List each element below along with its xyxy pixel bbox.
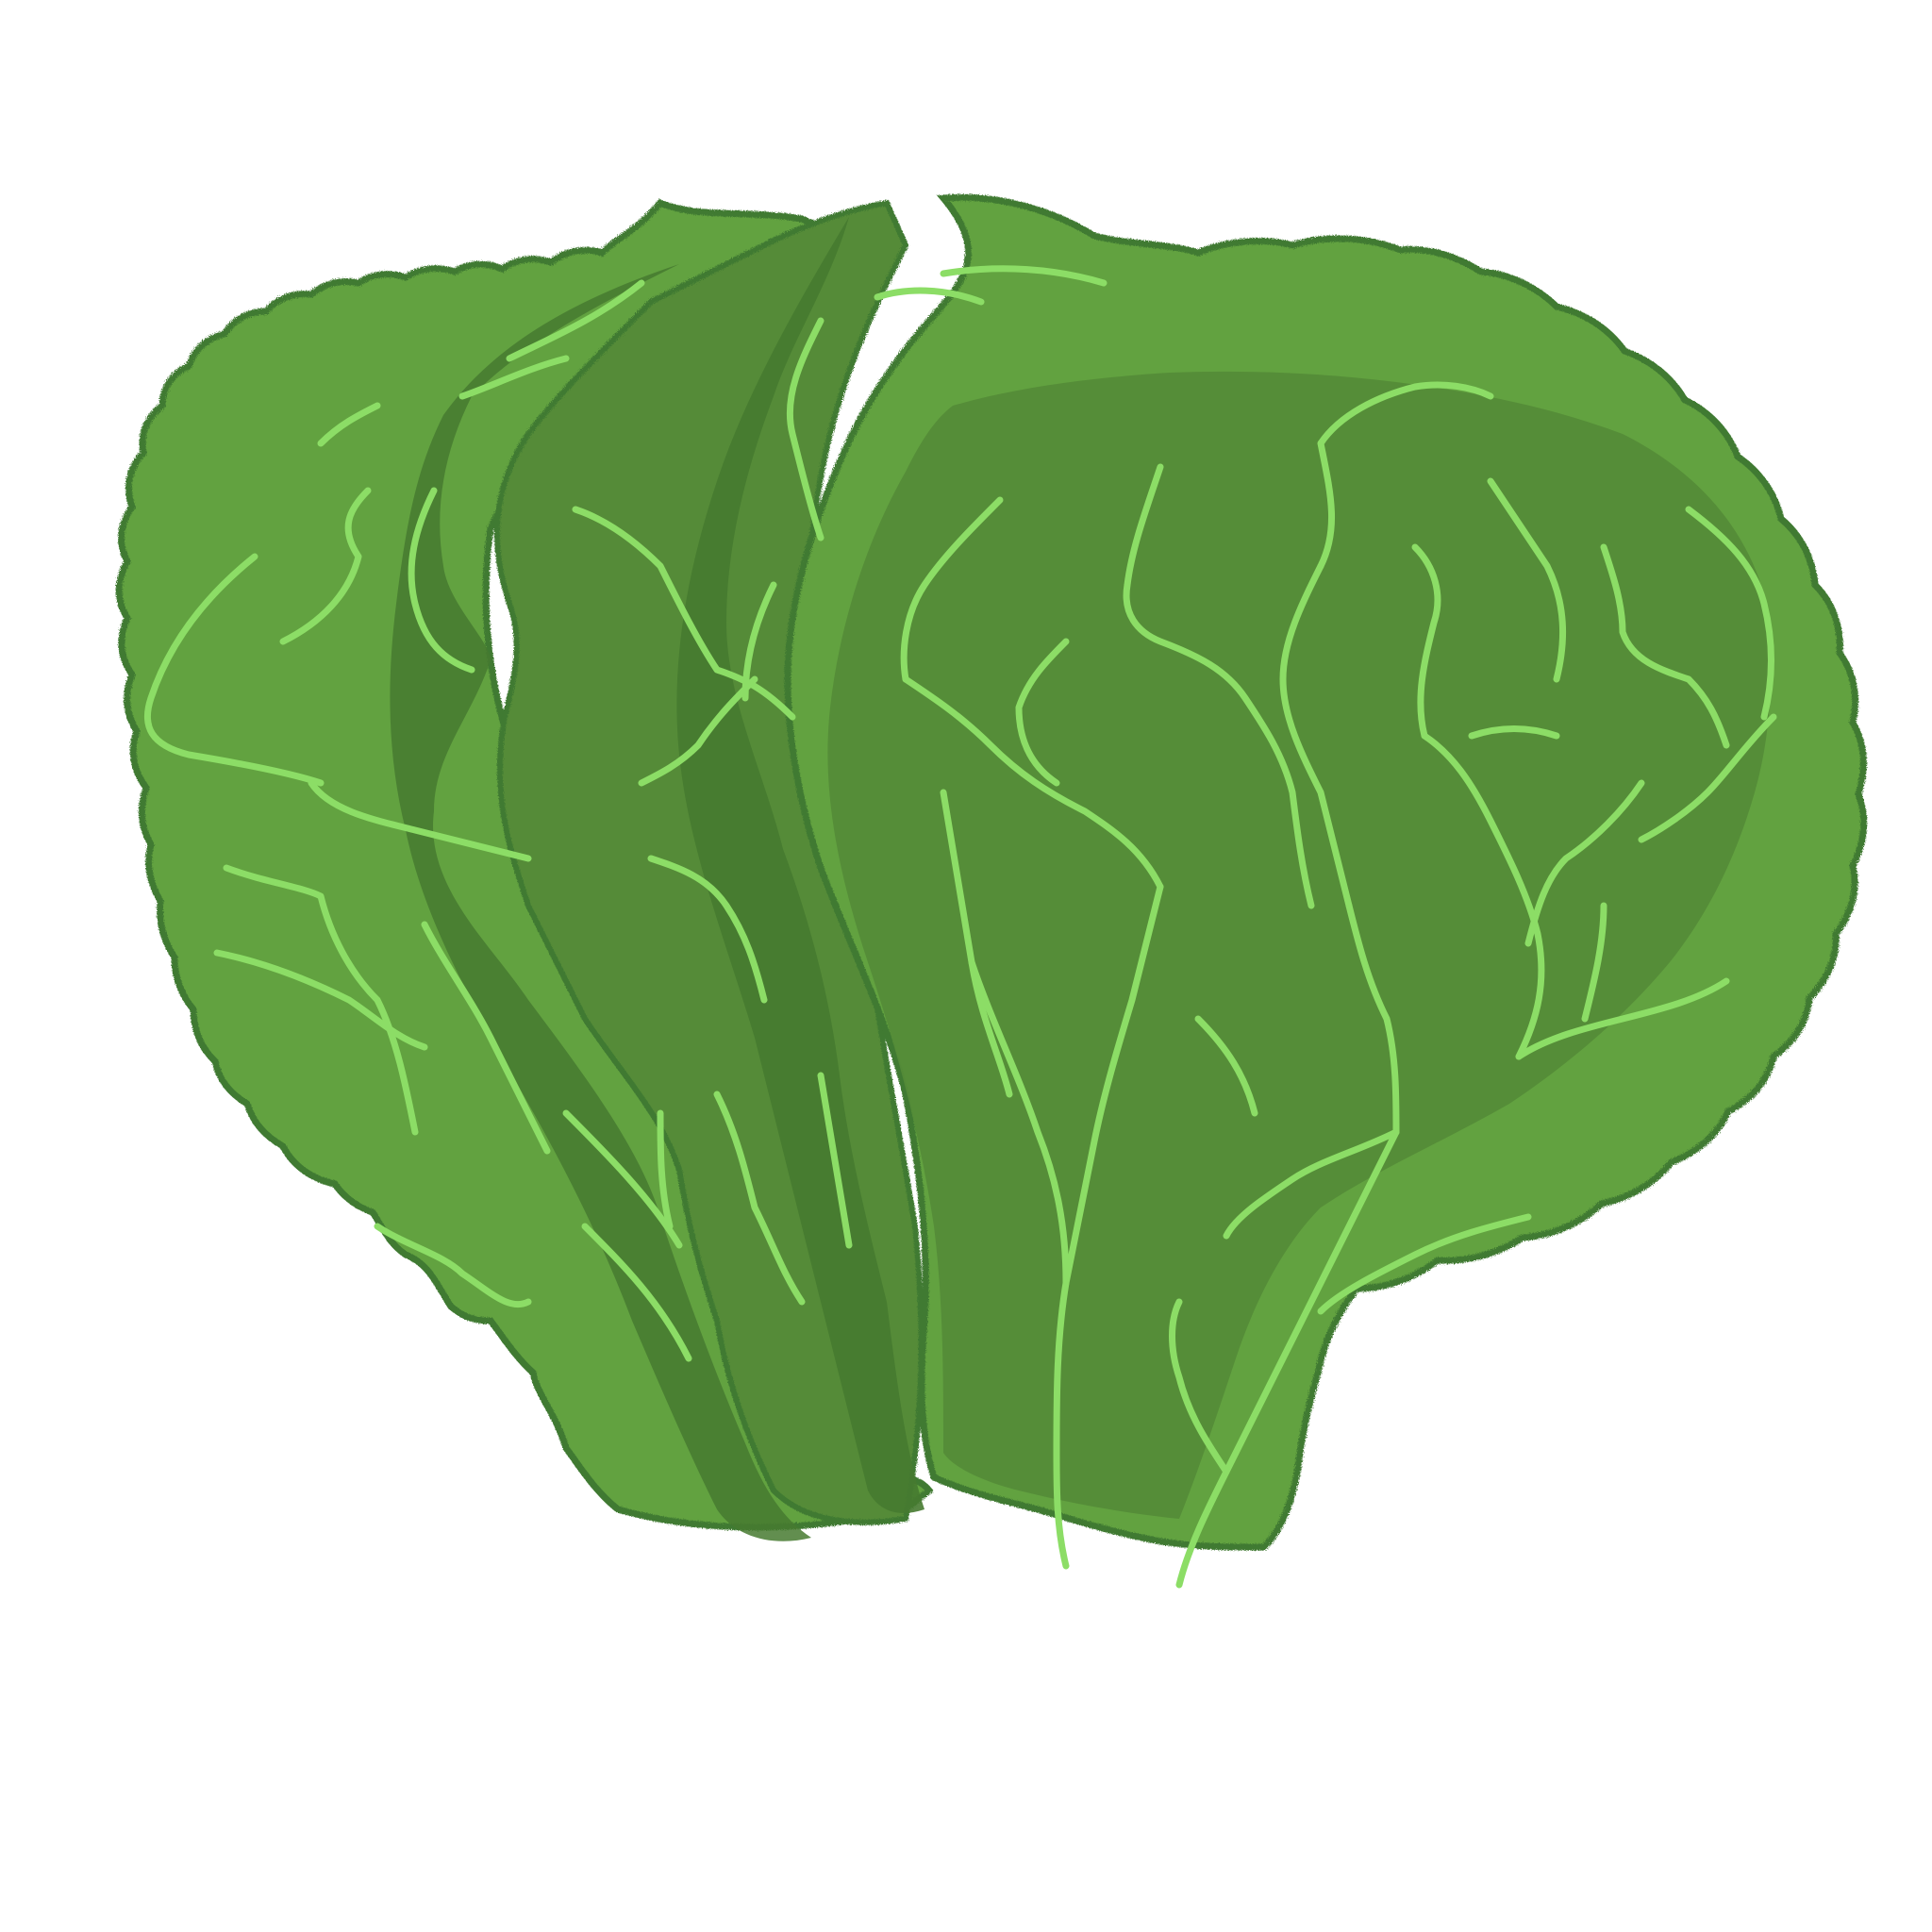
right-leaf-shadow [676,217,924,1513]
left-leaf-veins [143,279,692,1362]
middle-leaf-veins [572,265,1108,1306]
right-front-leaf [784,193,1868,1551]
right-leaf-veins [900,381,1777,1589]
